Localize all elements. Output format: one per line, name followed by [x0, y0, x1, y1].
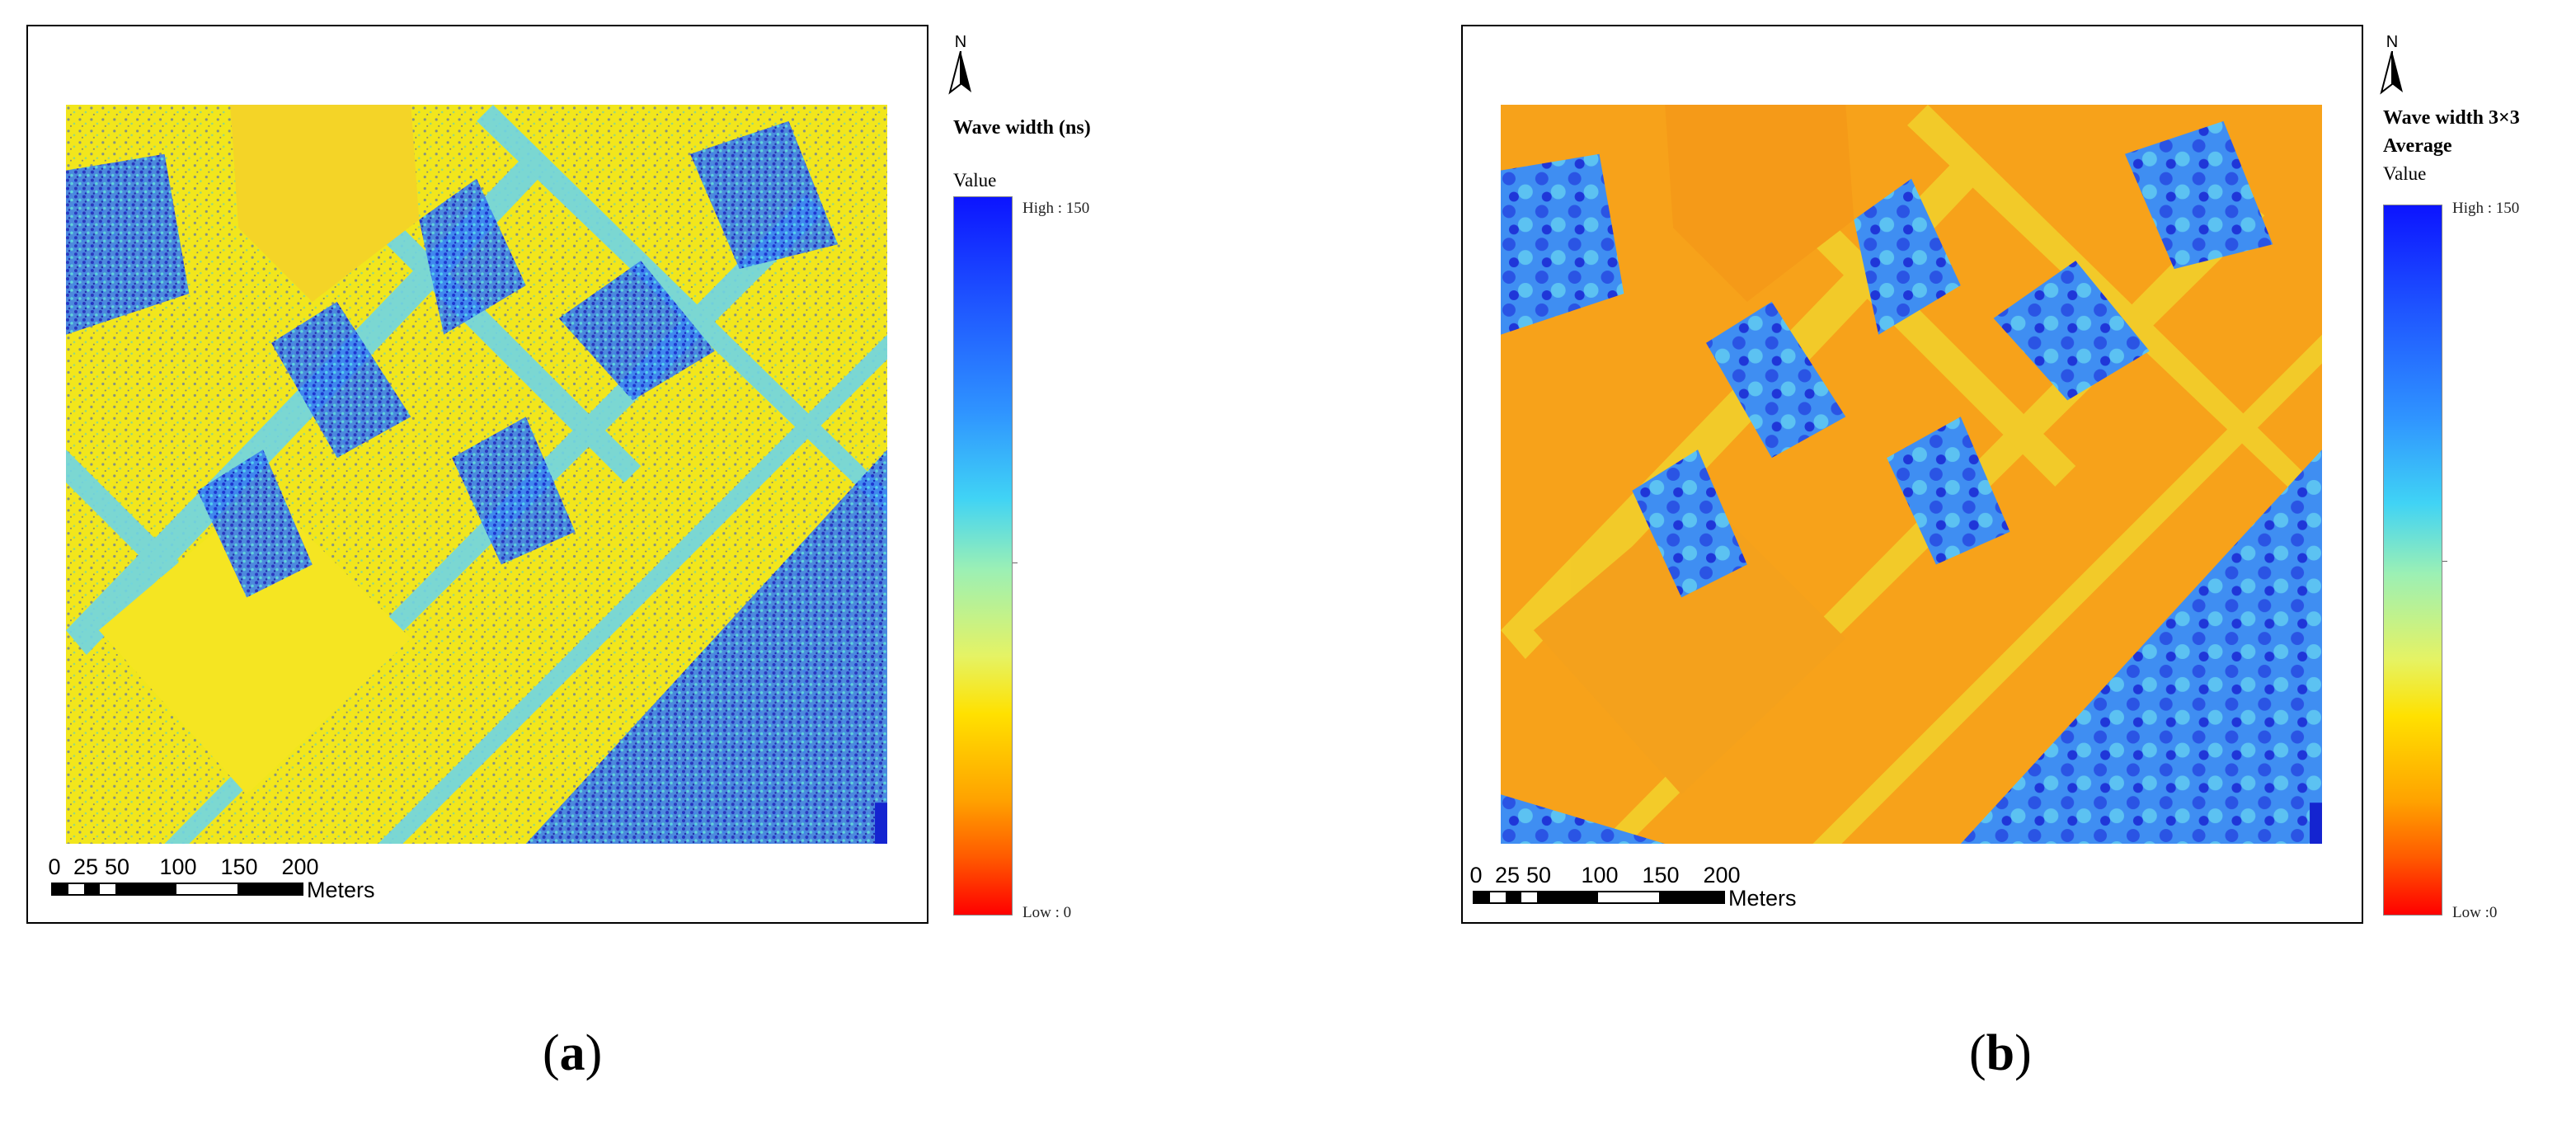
raster-svg-a [66, 105, 887, 844]
caption-b: (b) [1969, 1025, 2032, 1081]
scale-tick: 50 [104, 854, 130, 879]
north-arrow-icon [948, 51, 971, 95]
scale-unit-b: Meters [1728, 886, 1797, 911]
caption-a: (a) [543, 1025, 603, 1081]
north-label: N [954, 33, 967, 51]
ramp-mid-tick [2442, 561, 2447, 562]
scale-tick: 50 [1525, 863, 1552, 887]
north-arrow-b: N [2380, 33, 2404, 99]
scale-tick: 100 [159, 854, 197, 879]
scale-bar-graphic-b [1473, 891, 1725, 904]
legend-value-label: Value [953, 170, 997, 191]
scale-tick: 200 [1703, 863, 1741, 887]
legend-title-line-2: Average [2383, 135, 2452, 157]
legend-low-label: Low :0 [2452, 904, 2498, 921]
panel-a: 0 25 50 100 150 200 Meters N Wave width … [0, 0, 1286, 1125]
legend-high-label: High : 150 [1022, 200, 1090, 217]
wave-width-raster-a [66, 105, 887, 844]
scale-tick: 100 [1581, 863, 1619, 887]
north-arrow-icon [2380, 51, 2403, 95]
legend-value-label: Value [2383, 163, 2427, 184]
scale-tick: 0 [48, 854, 61, 879]
color-ramp-a [953, 196, 1013, 916]
scale-ticks-b: 0 25 50 100 150 200 [1469, 863, 1741, 887]
legend-high-label: High : 150 [2452, 200, 2520, 217]
scale-tick: 150 [1642, 863, 1680, 887]
raster-svg-b [1501, 105, 2322, 844]
scale-tick: 200 [281, 854, 319, 879]
scale-tick: 150 [220, 854, 258, 879]
scale-bar-graphic-a [51, 883, 303, 896]
north-label: N [2386, 33, 2399, 51]
scale-bar-a: 0 25 50 100 150 200 Meters [48, 854, 406, 904]
color-ramp-b [2383, 205, 2442, 916]
panel-b: 0 25 50 100 150 200 Meters N Wave width … [1286, 0, 2576, 1125]
scale-ticks-a: 0 25 50 100 150 200 [48, 854, 319, 879]
legend-title: Wave width (ns) [953, 117, 1091, 139]
legend-a: Wave width (ns) Value High : 150 Low : 0 [953, 107, 1151, 932]
scale-bar-b: 0 25 50 100 150 200 Meters [1469, 863, 1827, 912]
scale-tick: 25 [1494, 863, 1521, 887]
legend-title-line-1: Wave width 3×3 [2383, 107, 2520, 129]
scale-tick: 25 [73, 854, 99, 879]
north-arrow-a: N [948, 33, 973, 99]
scale-unit-a: Meters [307, 878, 375, 902]
wave-width-raster-b [1501, 105, 2322, 844]
ramp-mid-tick [1013, 562, 1018, 563]
scale-tick: 0 [1469, 863, 1483, 887]
legend-low-label: Low : 0 [1022, 904, 1072, 921]
legend-b: Wave width 3×3 Average Value High : 150 … [2383, 97, 2573, 930]
